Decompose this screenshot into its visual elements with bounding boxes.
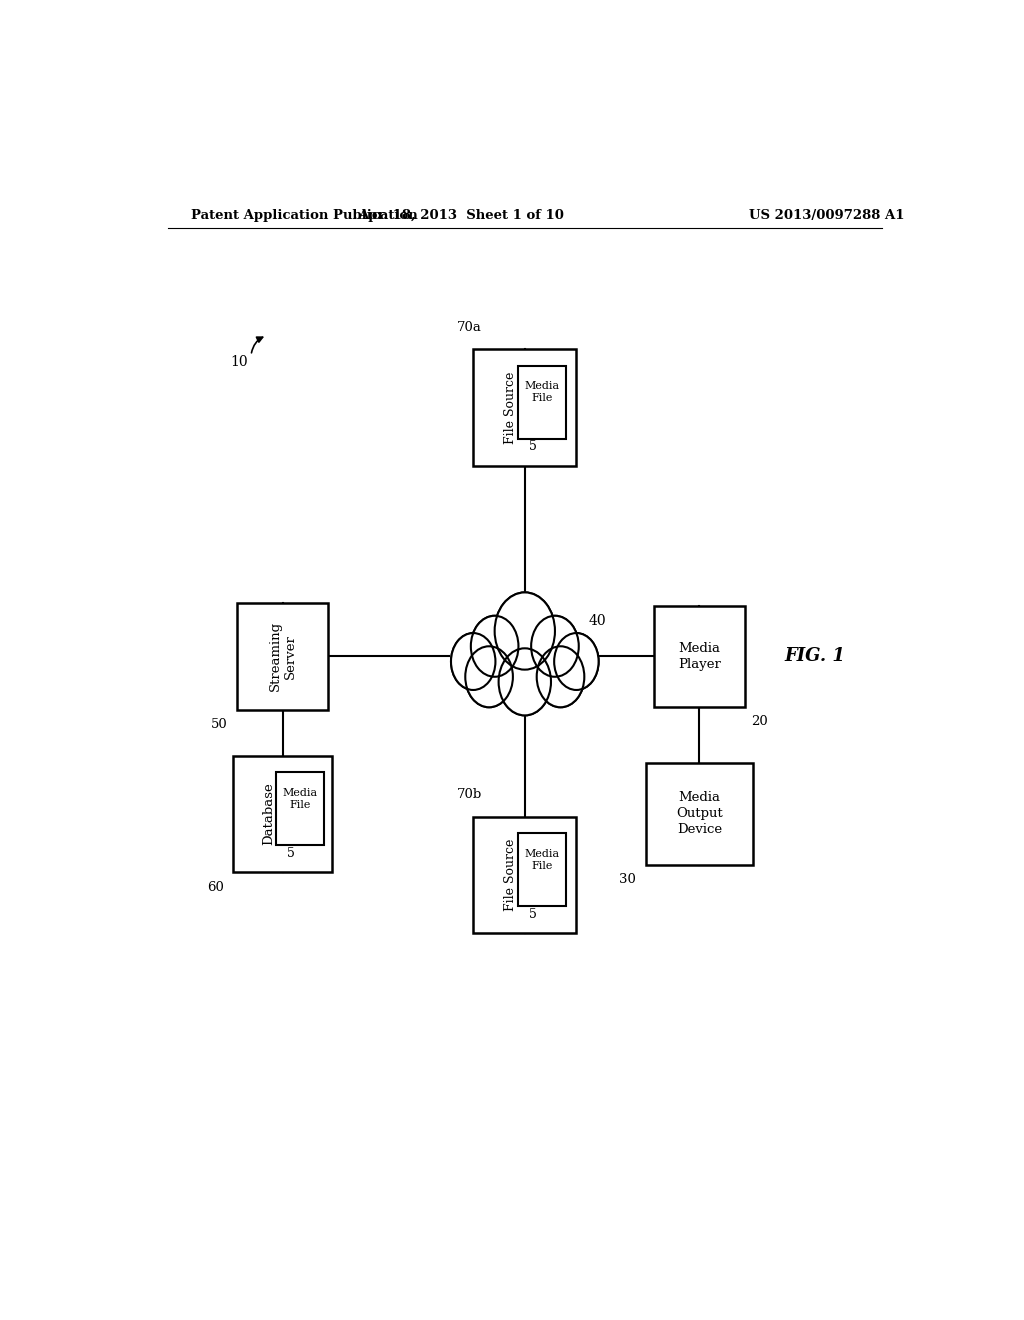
Circle shape <box>451 634 496 690</box>
Text: US 2013/0097288 A1: US 2013/0097288 A1 <box>749 209 904 222</box>
Text: 30: 30 <box>620 873 636 886</box>
FancyBboxPatch shape <box>233 755 333 873</box>
Text: Media
File: Media File <box>524 849 560 870</box>
FancyBboxPatch shape <box>276 772 324 846</box>
Circle shape <box>466 647 512 706</box>
FancyBboxPatch shape <box>518 366 566 440</box>
Text: 70a: 70a <box>457 321 481 334</box>
Text: Streaming
Server: Streaming Server <box>268 622 297 692</box>
Circle shape <box>537 647 585 708</box>
Text: Media
File: Media File <box>524 381 560 403</box>
Text: 70b: 70b <box>457 788 482 801</box>
FancyBboxPatch shape <box>238 603 329 710</box>
Circle shape <box>500 649 550 714</box>
Circle shape <box>471 616 518 676</box>
Circle shape <box>495 593 555 669</box>
Circle shape <box>496 594 554 668</box>
FancyBboxPatch shape <box>653 606 745 708</box>
Circle shape <box>499 648 551 715</box>
Text: Media
Player: Media Player <box>678 642 721 671</box>
FancyBboxPatch shape <box>473 817 577 933</box>
FancyBboxPatch shape <box>646 763 753 865</box>
Circle shape <box>555 634 598 689</box>
Circle shape <box>531 616 579 676</box>
Text: Patent Application Publication: Patent Application Publication <box>191 209 418 222</box>
Circle shape <box>452 634 495 689</box>
Text: Media
Output
Device: Media Output Device <box>676 792 723 837</box>
Circle shape <box>465 647 513 708</box>
Text: 5: 5 <box>528 908 537 920</box>
Text: 50: 50 <box>211 718 227 731</box>
Circle shape <box>554 634 599 690</box>
Text: Apr. 18, 2013  Sheet 1 of 10: Apr. 18, 2013 Sheet 1 of 10 <box>358 209 564 222</box>
Circle shape <box>538 647 584 706</box>
Text: 10: 10 <box>230 355 248 368</box>
Text: File Source: File Source <box>504 371 517 444</box>
Circle shape <box>531 616 579 677</box>
Text: Media
File: Media File <box>283 788 317 809</box>
Text: 5: 5 <box>528 440 537 453</box>
Text: 60: 60 <box>207 880 223 894</box>
Circle shape <box>471 616 518 677</box>
Text: 40: 40 <box>588 614 606 628</box>
FancyBboxPatch shape <box>518 833 566 907</box>
Text: FIG. 1: FIG. 1 <box>784 647 845 665</box>
Text: 5: 5 <box>287 846 295 859</box>
Text: Database: Database <box>262 783 275 845</box>
Text: 20: 20 <box>752 715 768 729</box>
FancyBboxPatch shape <box>473 348 577 466</box>
Text: File Source: File Source <box>504 838 517 911</box>
